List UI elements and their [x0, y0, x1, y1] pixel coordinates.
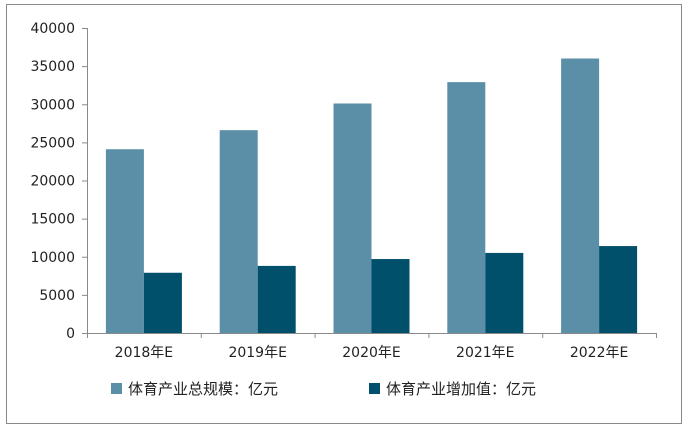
- y-axis-ticks: 0 5000 10000 15000 20000 25000 30000 35000 40000: [30, 21, 87, 342]
- y-tick-label: 20000: [30, 174, 75, 190]
- legend-swatch-0: [111, 383, 122, 394]
- y-tick-label: 40000: [30, 21, 75, 37]
- x-axis-ticks: 2018年E 2019年E 2020年E 2021年E 2022年E: [87, 333, 657, 361]
- bar-total-scale-1: [219, 130, 258, 333]
- bar-total-scale-2: [333, 103, 372, 333]
- x-tick-label: 2020年E: [342, 345, 400, 361]
- y-tick-label: 25000: [30, 135, 75, 151]
- y-tick-label: 5000: [39, 288, 75, 304]
- x-tick-label: 2018年E: [115, 345, 173, 361]
- y-tick-label: 15000: [30, 212, 75, 228]
- bar-total-scale-3: [447, 82, 486, 333]
- bar-added-value-0: [143, 272, 182, 333]
- legend-swatch-1: [369, 383, 380, 394]
- bar-added-value-3: [485, 252, 524, 333]
- bar-total-scale-4: [561, 58, 600, 333]
- y-tick-label: 0: [66, 326, 75, 342]
- bar-added-value-4: [599, 246, 638, 333]
- bar-added-value-1: [257, 265, 296, 333]
- y-tick-label: 30000: [30, 97, 75, 113]
- legend-label-0: 体育产业总规模：亿元: [128, 380, 278, 398]
- x-tick-label: 2022年E: [570, 345, 628, 361]
- bars: [105, 58, 638, 333]
- legend: 体育产业总规模：亿元 体育产业增加值：亿元: [111, 380, 536, 398]
- y-tick-label: 10000: [30, 250, 75, 266]
- y-tick-label: 35000: [30, 59, 75, 75]
- x-tick-label: 2021年E: [456, 345, 514, 361]
- legend-label-1: 体育产业增加值：亿元: [386, 380, 536, 398]
- bar-added-value-2: [371, 259, 410, 333]
- x-tick-label: 2019年E: [228, 345, 286, 361]
- bar-total-scale-0: [105, 149, 144, 333]
